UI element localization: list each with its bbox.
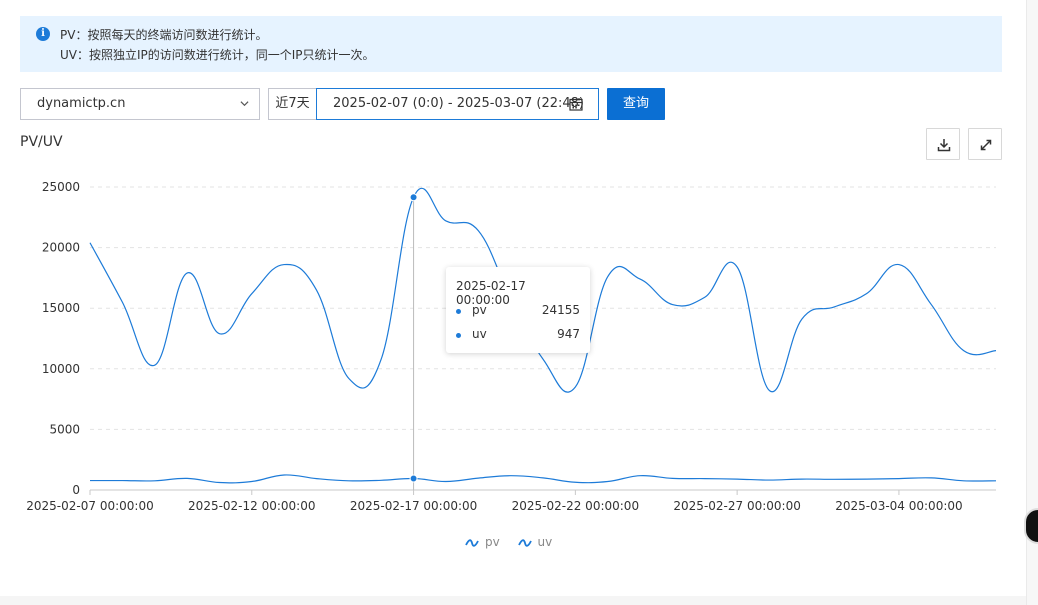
- legend-label-uv: uv: [537, 535, 553, 549]
- tooltip-row-pv: pv 24155: [456, 303, 580, 327]
- chevron-down-icon: [240, 101, 249, 107]
- info-icon: i: [36, 27, 50, 41]
- y-tick-label: 15000: [42, 301, 80, 315]
- date-range-value: 2025-02-07 (0:0) - 2025-03-07 (22:48): [333, 96, 584, 111]
- domain-select[interactable]: dynamictp.cn: [20, 88, 260, 120]
- x-tick-label: 2025-02-12 00:00:00: [188, 499, 315, 513]
- query-button[interactable]: 查询: [607, 88, 665, 120]
- notice-uv-line: UV：按照独立IP的访问数进行统计，同一个IP只统计一次。: [60, 48, 375, 62]
- floating-helper-badge[interactable]: [1024, 508, 1038, 544]
- tooltip-name: pv: [472, 303, 487, 317]
- tooltip-value: 24155: [541, 303, 580, 317]
- x-tick-label: 2025-02-27 00:00:00: [673, 499, 800, 513]
- highlight-point-uv: [409, 474, 418, 483]
- range-prefix-label: 近7天: [268, 88, 317, 120]
- chart-tooltip: 2025-02-17 00:00:00 pv 24155 uv 947: [446, 267, 590, 353]
- legend-wave-icon: [517, 538, 532, 547]
- download-button[interactable]: [926, 128, 960, 160]
- tooltip-row-uv: uv 947: [456, 327, 580, 351]
- tooltip-value: 947: [557, 327, 580, 341]
- series-line-uv: [89, 474, 997, 484]
- legend-wave-icon: [465, 538, 479, 547]
- calendar-icon: [569, 98, 583, 111]
- info-notice: i PV：按照每天的终端访问数进行统计。 UV：按照独立IP的访问数进行统计，同…: [20, 16, 1002, 72]
- tooltip-dot-pv: [456, 309, 461, 314]
- fullscreen-button[interactable]: [968, 128, 1002, 160]
- fullscreen-icon: [980, 139, 992, 151]
- legend-item-pv[interactable]: pv: [465, 535, 500, 549]
- tooltip-name: uv: [472, 327, 487, 341]
- chart-legend: pv uv: [465, 535, 566, 549]
- right-scroll-strip: [1026, 0, 1038, 605]
- date-range-picker[interactable]: 2025-02-07 (0:0) - 2025-03-07 (22:48): [316, 88, 599, 120]
- chart-title: PV/UV: [20, 134, 63, 150]
- y-tick-label: 5000: [49, 422, 80, 436]
- bottom-strip: [0, 596, 1026, 605]
- x-tick-label: 2025-03-04 00:00:00: [835, 499, 962, 513]
- legend-item-uv[interactable]: uv: [517, 535, 553, 549]
- pv-uv-line-chart: 0 5000 10000 15000 20000 25000 2025-02-07 00:…: [26, 180, 997, 513]
- highlight-point-pv: [409, 193, 418, 202]
- download-icon: [937, 139, 951, 152]
- y-tick-label: 25000: [42, 180, 80, 194]
- tooltip-title: 2025-02-17 00:00:00: [456, 279, 526, 307]
- x-tick-label: 2025-02-17 00:00:00: [350, 499, 477, 513]
- domain-select-value: dynamictp.cn: [37, 96, 126, 111]
- x-tick-label: 2025-02-07 00:00:00: [26, 499, 153, 513]
- tooltip-dot-uv: [456, 333, 461, 338]
- y-tick-label: 10000: [42, 362, 80, 376]
- y-tick-label: 20000: [42, 241, 80, 255]
- legend-label-pv: pv: [485, 535, 500, 549]
- notice-pv-line: PV：按照每天的终端访问数进行统计。: [60, 28, 268, 42]
- x-tick-label: 2025-02-22 00:00:00: [512, 499, 639, 513]
- y-tick-label: 0: [72, 483, 80, 497]
